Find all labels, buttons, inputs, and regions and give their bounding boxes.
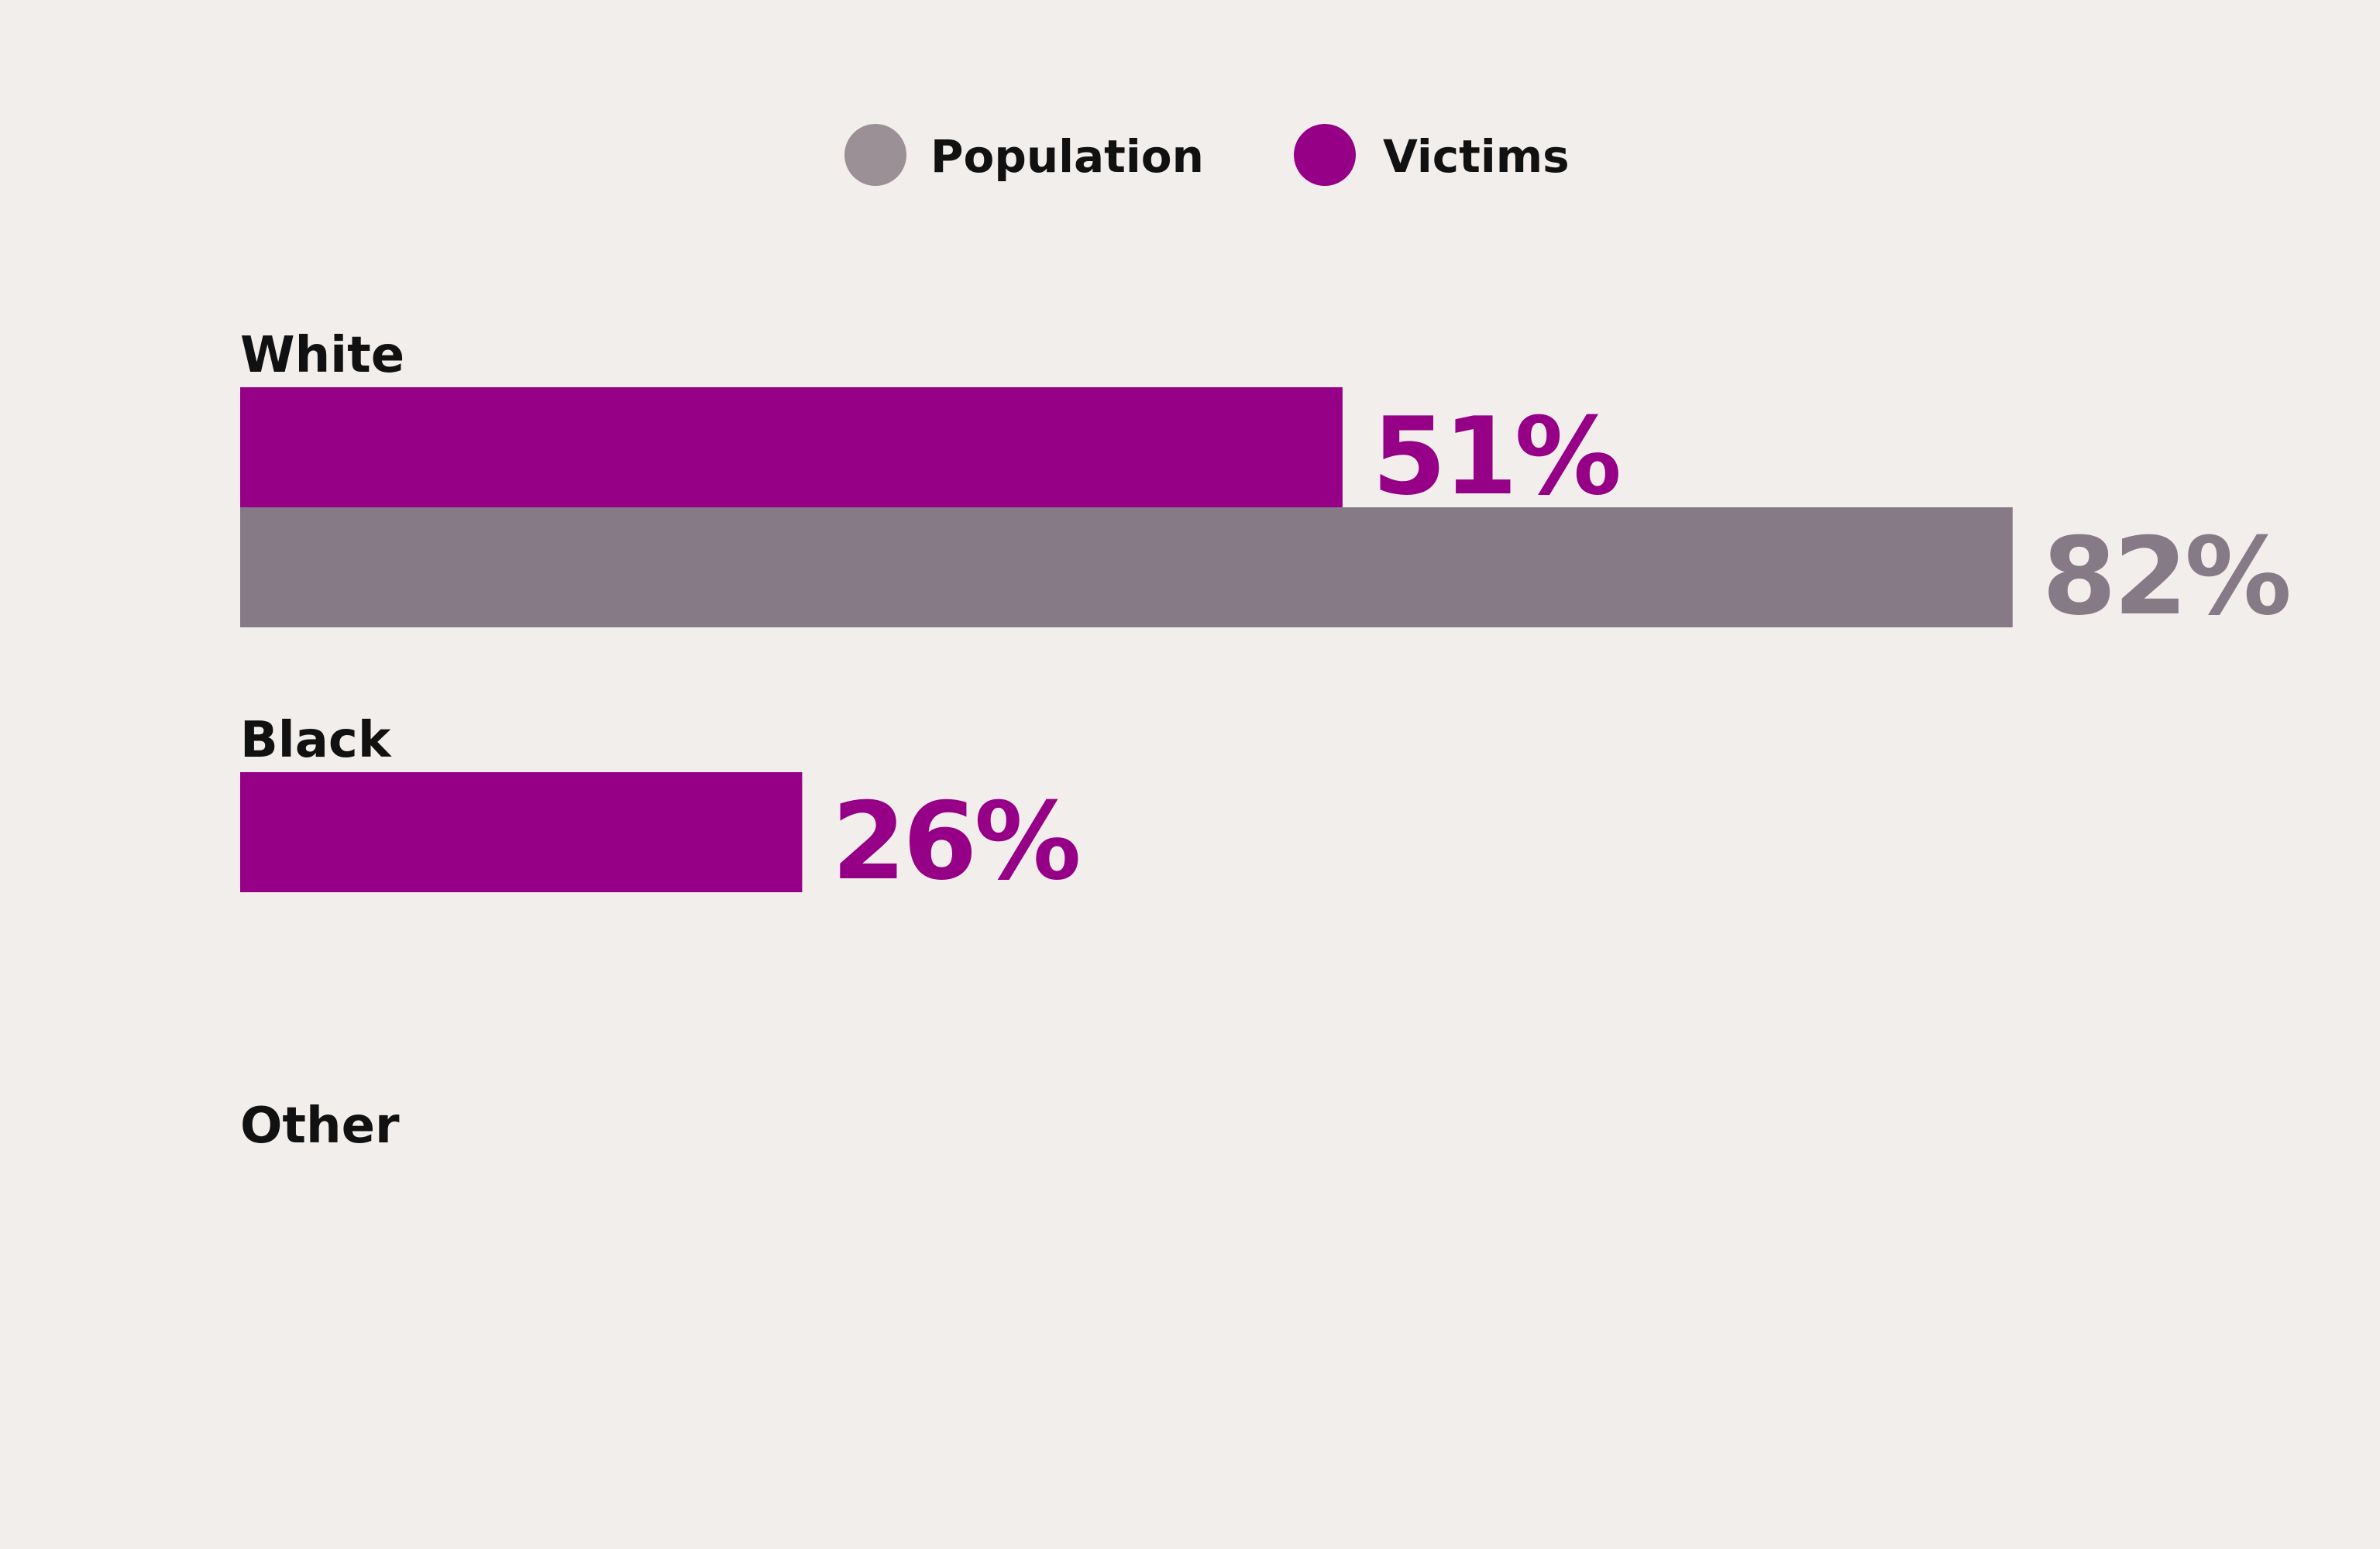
legend-label-victims: Victims: [1383, 130, 1570, 183]
bar-victims-white: [240, 387, 1343, 507]
legend: Population Victims: [844, 124, 1570, 186]
category-label-black: Black: [240, 712, 392, 769]
legend-marker-victims: [1294, 124, 1356, 186]
legend-label-population: Population: [930, 130, 1204, 183]
bar-area: White 51% 82% Black 26% Other: [240, 327, 2292, 1155]
value-label-population-white: 82%: [2042, 514, 2289, 639]
value-label-victims-black: 26%: [831, 779, 1078, 904]
value-label-victims-white: 51%: [1372, 394, 1618, 519]
bar-population-white: [240, 507, 2013, 627]
category-label-white: White: [240, 327, 404, 384]
category-label-other: Other: [240, 1097, 400, 1155]
legend-marker-population: [844, 124, 906, 186]
bar-victims-black: [240, 772, 803, 892]
